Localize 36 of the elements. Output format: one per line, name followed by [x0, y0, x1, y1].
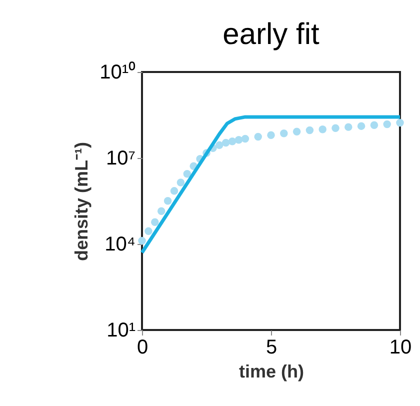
point [383, 120, 391, 128]
point [170, 187, 178, 195]
y-axis-title: density (mL⁻¹) [72, 142, 92, 262]
point [176, 178, 185, 186]
point [138, 236, 146, 245]
y-tick-label: 10¹ [106, 320, 136, 342]
point [151, 218, 159, 226]
x-axis-title: time (h) [239, 362, 304, 382]
point [144, 227, 152, 236]
x-tick-label: 0 [136, 336, 148, 358]
x-tick-label: 10 [389, 336, 412, 358]
point [216, 141, 224, 150]
x-tick-label: 5 [266, 336, 278, 358]
point [183, 170, 192, 178]
point [318, 125, 326, 134]
point [332, 124, 340, 132]
point [157, 207, 166, 216]
point [370, 121, 378, 130]
line-series [140, 115, 402, 254]
point [306, 126, 314, 134]
point [357, 122, 366, 130]
point [396, 118, 404, 127]
y-tick-label: 10⁷ [106, 148, 136, 170]
point [344, 123, 352, 131]
chart-title: early fit [222, 18, 320, 51]
point [241, 134, 250, 143]
point [164, 196, 172, 205]
point [280, 130, 288, 138]
point [234, 136, 243, 144]
point [254, 132, 262, 141]
point [292, 128, 301, 136]
point [228, 138, 236, 146]
point [267, 131, 275, 139]
y-tick-label: 10⁴ [104, 234, 136, 256]
point [222, 138, 230, 147]
y-tick-label: 10¹⁰ [100, 60, 136, 84]
